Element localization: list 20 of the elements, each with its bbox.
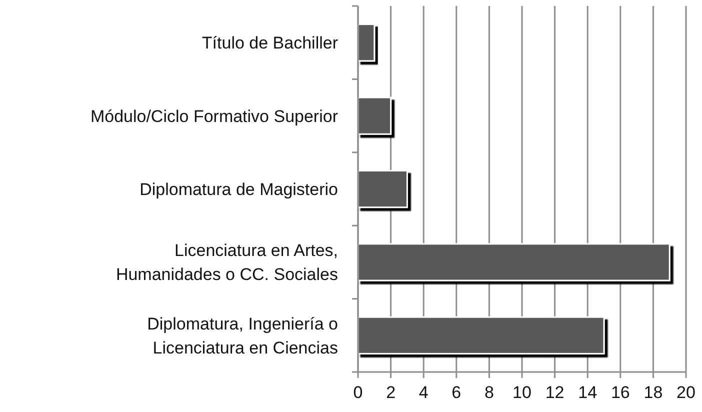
y-tick-label: Título de Bachiller xyxy=(202,33,338,52)
x-tick-label: 0 xyxy=(353,383,363,402)
x-tick-label: 2 xyxy=(386,383,396,402)
x-tick-label: 6 xyxy=(452,383,462,402)
x-tick-label: 10 xyxy=(512,383,532,402)
x-tick-label: 14 xyxy=(578,383,598,402)
x-tick-label: 16 xyxy=(610,383,630,402)
bar xyxy=(357,316,605,354)
x-tick-label: 12 xyxy=(545,383,564,402)
x-tick-label: 20 xyxy=(676,383,696,402)
bar xyxy=(357,243,670,282)
x-tick-label: 18 xyxy=(644,383,663,402)
x-tick-label: 4 xyxy=(418,383,428,402)
x-tick-label: 8 xyxy=(484,383,494,402)
y-tick-label: Diplomatura, Ingeniería o Licenciatura en Ciencias xyxy=(147,314,338,357)
y-tick-label: Diplomatura de Magisterio xyxy=(140,180,338,198)
bar xyxy=(357,96,392,135)
bar xyxy=(357,170,408,208)
y-tick-label: Módulo/Ciclo Formativo Superior xyxy=(90,106,338,126)
y-tick-label: Licenciatura en Artes, Humanidades o CC. Sociales xyxy=(116,240,338,284)
